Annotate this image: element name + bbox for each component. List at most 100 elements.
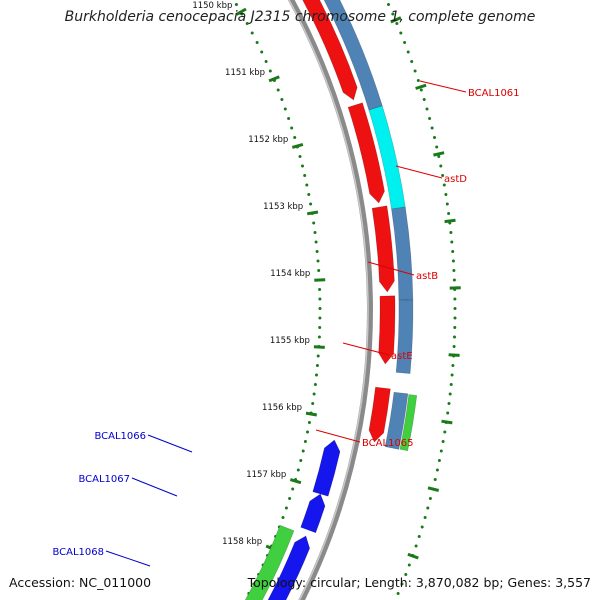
minor-tick-inner: [313, 383, 317, 386]
backbone-line: [287, 0, 373, 600]
minor-tick-outer: [453, 326, 457, 329]
major-tick-outer: [444, 218, 456, 224]
minor-tick-outer: [391, 12, 395, 16]
gene-label-leader: [419, 80, 467, 93]
minor-tick-inner: [299, 459, 303, 462]
minor-tick-inner: [318, 307, 322, 310]
scale-label: 1152 kbp: [248, 135, 288, 145]
minor-tick-inner: [303, 174, 307, 177]
minor-tick-outer: [439, 164, 443, 168]
minor-tick-inner: [317, 269, 321, 272]
minor-tick-outer: [395, 22, 399, 25]
minor-tick-outer: [387, 3, 390, 6]
minor-tick-outer: [450, 373, 454, 377]
gene-label: BCAL1067: [78, 474, 130, 485]
gene-label: BCAL1065: [362, 438, 414, 449]
minor-tick-inner: [301, 449, 305, 453]
feature-block: [399, 394, 418, 452]
major-tick-inner: [314, 278, 326, 282]
minor-tick-inner: [291, 487, 295, 491]
minor-tick-inner: [312, 221, 316, 225]
minor-tick-outer: [403, 41, 407, 44]
scale-label: 1156 kbp: [262, 403, 302, 413]
minor-tick-inner: [313, 231, 317, 234]
scale-label: 1158 kbp: [222, 537, 262, 547]
minor-tick-outer: [428, 117, 432, 120]
minor-tick-outer: [420, 525, 424, 529]
minor-tick-outer: [445, 202, 449, 206]
minor-tick-inner: [311, 402, 315, 405]
feature-block: [395, 299, 414, 374]
major-tick-inner: [291, 142, 304, 149]
forward-gene-arrow: [347, 102, 385, 204]
forward-gene-arrow: [371, 205, 395, 293]
major-tick-outer: [415, 83, 427, 90]
minor-tick-outer: [433, 136, 436, 139]
tick-track: [234, 3, 461, 595]
minor-tick-outer: [437, 155, 441, 158]
minor-tick-inner: [293, 136, 297, 139]
minor-tick-outer: [452, 269, 456, 272]
minor-tick-inner: [276, 88, 280, 92]
minor-tick-outer: [416, 79, 420, 82]
minor-tick-inner: [260, 50, 264, 54]
minor-tick-outer: [437, 459, 441, 462]
minor-tick-inner: [268, 69, 272, 73]
minor-tick-outer: [430, 126, 434, 130]
minor-tick-inner: [318, 288, 322, 291]
minor-tick-inner: [284, 506, 288, 510]
scale-label: 1154 kbp: [270, 269, 310, 279]
major-tick-outer: [433, 151, 445, 157]
minor-tick-outer: [441, 440, 445, 443]
minor-tick-inner: [318, 297, 322, 301]
feature-block: [244, 524, 295, 600]
minor-tick-inner: [283, 107, 287, 111]
major-tick-inner: [313, 345, 325, 349]
label-layer: 1150 kbp 1151 kbp 1152 kbp 1153 kbp 1154 kbp…: [52, 1, 520, 567]
genome-summary-text: Topology: circular; Length: 3,870,082 bp…: [247, 575, 591, 590]
gene-label: astE: [391, 351, 413, 362]
minor-tick-outer: [450, 240, 454, 244]
minor-tick-outer: [451, 364, 455, 367]
scale-label: 1151 kbp: [225, 68, 265, 78]
minor-tick-outer: [449, 383, 453, 386]
minor-tick-outer: [442, 183, 446, 187]
minor-tick-outer: [453, 297, 457, 301]
minor-tick-inner: [315, 364, 319, 367]
minor-tick-outer: [444, 193, 448, 196]
minor-tick-inner: [318, 316, 322, 320]
feature-block: [384, 391, 409, 450]
gene-label-leader: [395, 165, 443, 179]
minor-tick-inner: [317, 335, 321, 339]
forward-gene-arrow: [302, 0, 358, 101]
minor-tick-inner: [305, 183, 309, 187]
minor-tick-inner: [316, 259, 320, 263]
minor-tick-outer: [428, 497, 432, 500]
major-tick-inner: [289, 478, 302, 485]
minor-tick-inner: [315, 250, 319, 253]
reverse-gene-arrow: [267, 535, 311, 600]
gene-label: astB: [416, 271, 438, 282]
minor-tick-inner: [281, 516, 285, 519]
minor-tick-outer: [400, 582, 404, 586]
minor-tick-inner: [290, 126, 294, 130]
minor-tick-outer: [443, 430, 447, 434]
minor-tick-inner: [298, 155, 302, 158]
minor-tick-outer: [451, 250, 455, 253]
minor-tick-inner: [315, 373, 318, 377]
minor-tick-outer: [404, 573, 408, 576]
major-tick-inner: [268, 75, 280, 83]
gene-label-leader: [315, 429, 361, 443]
minor-tick-outer: [453, 307, 457, 310]
minor-tick-inner: [312, 392, 316, 396]
minor-tick-inner: [306, 430, 309, 434]
minor-tick-outer: [414, 544, 418, 548]
minor-tick-outer: [413, 69, 417, 73]
minor-tick-outer: [417, 535, 421, 538]
major-tick-inner: [235, 7, 247, 16]
major-tick-outer: [448, 353, 460, 357]
minor-tick-inner: [314, 240, 318, 244]
minor-tick-inner: [287, 117, 291, 120]
minor-tick-outer: [435, 468, 439, 472]
